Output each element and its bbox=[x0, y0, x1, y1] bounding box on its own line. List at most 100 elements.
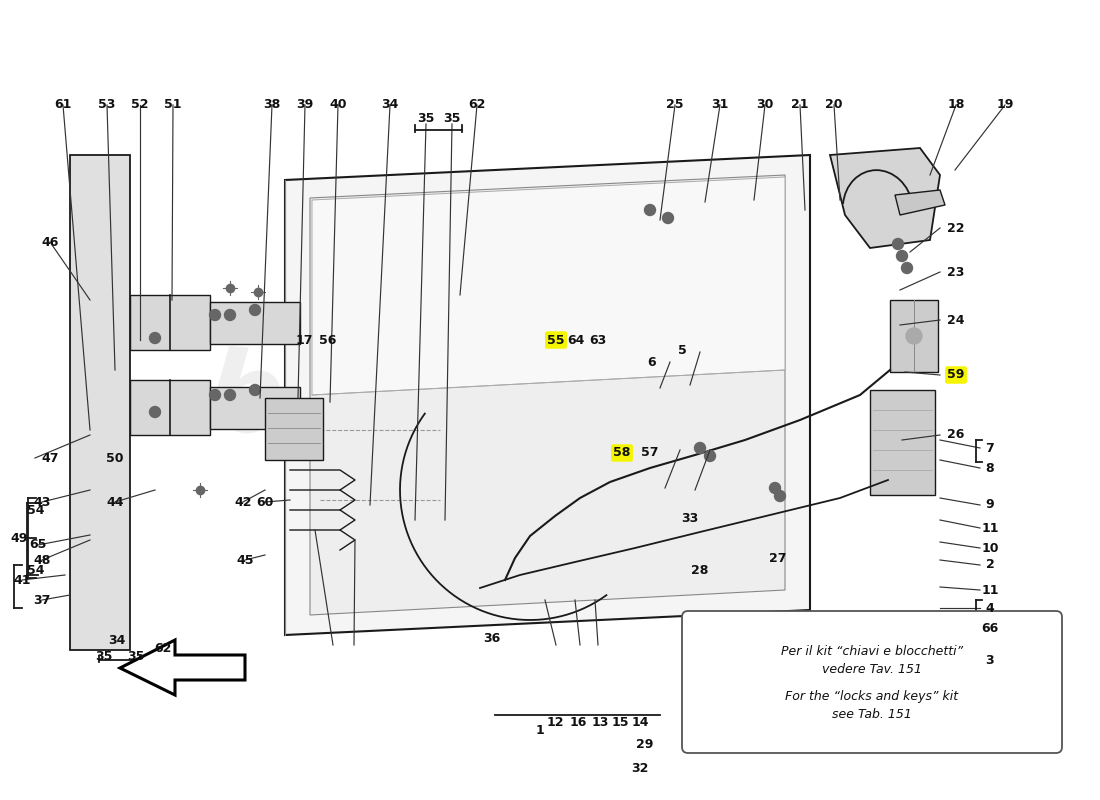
Text: Per il kit “chiavi e blocchetti”
vedere Tav. 151: Per il kit “chiavi e blocchetti” vedere … bbox=[781, 645, 964, 676]
Text: 54: 54 bbox=[28, 503, 45, 517]
Circle shape bbox=[645, 205, 656, 215]
Text: 37: 37 bbox=[33, 594, 51, 606]
Text: 43: 43 bbox=[33, 495, 51, 509]
Text: 55: 55 bbox=[548, 334, 564, 346]
Text: 35: 35 bbox=[443, 111, 461, 125]
Circle shape bbox=[770, 482, 781, 494]
Text: 7: 7 bbox=[986, 442, 994, 454]
Text: 59: 59 bbox=[947, 369, 965, 382]
Text: 8: 8 bbox=[986, 462, 994, 474]
Text: 51: 51 bbox=[164, 98, 182, 111]
Text: 38: 38 bbox=[263, 98, 280, 111]
Text: 35: 35 bbox=[417, 111, 434, 125]
Text: 18: 18 bbox=[947, 98, 965, 111]
Text: bulloni: bulloni bbox=[200, 344, 636, 488]
Polygon shape bbox=[312, 177, 785, 395]
Text: 16: 16 bbox=[570, 717, 586, 730]
Text: a passion...: a passion... bbox=[450, 484, 760, 556]
Circle shape bbox=[224, 390, 235, 401]
Circle shape bbox=[896, 250, 907, 262]
Text: 10: 10 bbox=[981, 542, 999, 554]
Circle shape bbox=[662, 213, 673, 223]
Text: 52: 52 bbox=[131, 98, 149, 111]
Text: 45: 45 bbox=[236, 554, 254, 566]
Polygon shape bbox=[285, 155, 810, 635]
Text: 57: 57 bbox=[641, 446, 659, 459]
Circle shape bbox=[150, 333, 161, 343]
Text: 4: 4 bbox=[986, 602, 994, 614]
Text: 34: 34 bbox=[382, 98, 398, 111]
Text: 3: 3 bbox=[986, 654, 994, 666]
FancyBboxPatch shape bbox=[682, 611, 1062, 753]
Text: 62: 62 bbox=[469, 98, 486, 111]
Bar bbox=[890, 300, 938, 372]
Text: 64: 64 bbox=[568, 334, 585, 346]
Text: 1: 1 bbox=[536, 723, 544, 737]
Text: 27: 27 bbox=[769, 551, 786, 565]
Text: 28: 28 bbox=[691, 563, 708, 577]
Text: 65: 65 bbox=[30, 538, 46, 551]
Polygon shape bbox=[830, 148, 940, 248]
Text: 58: 58 bbox=[614, 446, 630, 459]
Text: 17: 17 bbox=[295, 334, 312, 346]
Bar bbox=[265, 398, 323, 460]
Text: 42: 42 bbox=[234, 495, 252, 509]
Text: 31: 31 bbox=[712, 98, 728, 111]
Polygon shape bbox=[70, 155, 130, 650]
Bar bbox=[130, 380, 210, 435]
Text: 32: 32 bbox=[631, 762, 649, 774]
Text: 34: 34 bbox=[108, 634, 125, 646]
Text: 41: 41 bbox=[13, 574, 31, 586]
Circle shape bbox=[892, 238, 903, 250]
Text: 56: 56 bbox=[319, 334, 337, 346]
Text: 23: 23 bbox=[947, 266, 965, 278]
Bar bbox=[210, 387, 300, 429]
Text: 35: 35 bbox=[128, 650, 145, 663]
Circle shape bbox=[250, 385, 261, 395]
Polygon shape bbox=[310, 175, 785, 615]
Text: 25: 25 bbox=[667, 98, 684, 111]
Text: 66: 66 bbox=[981, 622, 999, 634]
Text: 26: 26 bbox=[947, 429, 965, 442]
Text: 48: 48 bbox=[33, 554, 51, 566]
Text: 54: 54 bbox=[28, 563, 45, 577]
Circle shape bbox=[906, 328, 922, 344]
Text: 46: 46 bbox=[42, 235, 58, 249]
Circle shape bbox=[150, 406, 161, 418]
Text: 29: 29 bbox=[636, 738, 653, 751]
Text: 24: 24 bbox=[947, 314, 965, 326]
Text: 21: 21 bbox=[791, 98, 808, 111]
Text: 40: 40 bbox=[329, 98, 346, 111]
Text: 30: 30 bbox=[757, 98, 773, 111]
Circle shape bbox=[209, 310, 220, 321]
Text: 2: 2 bbox=[986, 558, 994, 571]
Text: 12: 12 bbox=[547, 717, 563, 730]
Text: 13: 13 bbox=[592, 717, 608, 730]
Circle shape bbox=[250, 305, 261, 315]
Text: 63: 63 bbox=[590, 334, 606, 346]
Text: 61: 61 bbox=[54, 98, 72, 111]
Text: For the “locks and keys” kit
see Tab. 151: For the “locks and keys” kit see Tab. 15… bbox=[785, 690, 958, 721]
Circle shape bbox=[774, 490, 785, 502]
Circle shape bbox=[694, 442, 705, 454]
Text: 50: 50 bbox=[107, 451, 123, 465]
Circle shape bbox=[902, 262, 913, 274]
Bar bbox=[130, 295, 210, 350]
Text: 19: 19 bbox=[997, 98, 1014, 111]
Text: 5: 5 bbox=[678, 343, 686, 357]
Text: 20: 20 bbox=[825, 98, 843, 111]
Circle shape bbox=[224, 310, 235, 321]
Text: 9: 9 bbox=[986, 498, 994, 511]
Text: 14: 14 bbox=[631, 717, 649, 730]
Text: 49: 49 bbox=[10, 531, 28, 545]
Circle shape bbox=[704, 450, 715, 462]
Polygon shape bbox=[895, 190, 945, 215]
Bar bbox=[210, 302, 300, 344]
Circle shape bbox=[209, 390, 220, 401]
Text: 6: 6 bbox=[648, 355, 657, 369]
Text: 11: 11 bbox=[981, 522, 999, 534]
Text: 44: 44 bbox=[107, 495, 123, 509]
Text: 35: 35 bbox=[96, 650, 112, 663]
Text: 39: 39 bbox=[296, 98, 314, 111]
Text: 62: 62 bbox=[154, 642, 172, 654]
